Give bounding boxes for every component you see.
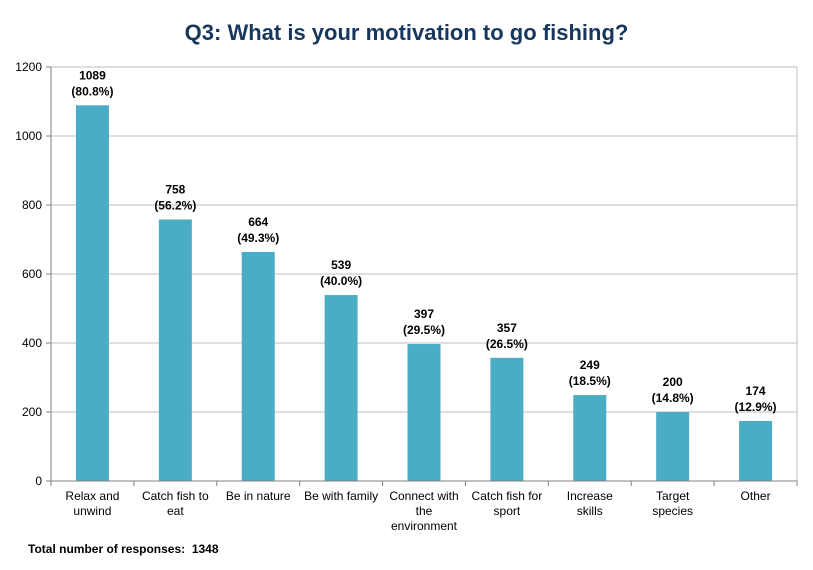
bar [573, 395, 607, 481]
x-category-label: Relax and [65, 489, 119, 503]
data-label-percent: (18.5%) [569, 374, 611, 388]
x-category-label: Target [656, 489, 690, 503]
y-tick-label: 400 [22, 336, 42, 350]
bar [158, 219, 192, 482]
bar [656, 412, 690, 481]
y-tick-label: 0 [35, 474, 42, 488]
data-labels: 1089 (80.8%) 758 (56.2%) 664 (49.3%) 539 (40.0%… [71, 68, 776, 414]
data-label-value: 539 [331, 258, 351, 272]
x-category-label: skills [577, 504, 603, 518]
data-label-percent: (49.3%) [237, 231, 279, 245]
data-label-percent: (40.0%) [320, 274, 362, 288]
x-category-label: unwind [73, 504, 111, 518]
x-category-label: Catch fish for [472, 489, 543, 503]
bar [739, 420, 773, 481]
x-category-label: Connect with [389, 489, 458, 503]
bar [75, 105, 109, 482]
data-label-percent: (80.8%) [71, 84, 113, 98]
data-label-value: 200 [663, 375, 683, 389]
total-responses-value: 1348 [191, 542, 219, 556]
x-category-label: Be with family [304, 489, 378, 503]
bars [75, 105, 773, 482]
x-category-label: species [652, 504, 693, 518]
data-label-value: 249 [580, 358, 600, 372]
x-category-label: sport [494, 504, 521, 518]
y-tick-label: 800 [22, 198, 42, 212]
data-label-value: 1089 [79, 68, 106, 82]
x-category-label: the [416, 504, 433, 518]
total-responses-note: Total number of responses: 1348 [28, 542, 219, 556]
y-tick-label: 200 [22, 405, 42, 419]
data-label-value: 758 [165, 182, 185, 196]
x-category-label: Other [741, 489, 771, 503]
y-tick-label: 1200 [15, 60, 42, 74]
data-label-percent: (14.8%) [652, 391, 694, 405]
bar [241, 251, 275, 481]
chart-title: Q3: What is your motivation to go fishin… [184, 20, 629, 45]
data-label-percent: (56.2%) [154, 198, 196, 212]
data-label-value: 664 [248, 215, 268, 229]
x-category-label: Increase [567, 489, 613, 503]
bar [324, 295, 358, 481]
data-label-percent: (12.9%) [735, 400, 777, 414]
data-label-percent: (29.5%) [403, 323, 445, 337]
x-category-label: environment [391, 519, 458, 533]
total-responses-label: Total number of responses: [28, 542, 186, 556]
y-tick-label: 600 [22, 267, 42, 281]
x-category-label: eat [167, 504, 184, 518]
x-category-label: Be in nature [226, 489, 291, 503]
y-tick-label: 1000 [15, 129, 42, 143]
data-label-value: 174 [746, 384, 766, 398]
x-category-label: Catch fish to [142, 489, 209, 503]
y-axis: 0 200 400 600 800 1000 1200 [15, 60, 52, 488]
data-label-value: 397 [414, 307, 434, 321]
bar [407, 344, 441, 481]
data-label-percent: (26.5%) [486, 337, 528, 351]
bar [490, 357, 524, 481]
data-label-value: 357 [497, 321, 517, 335]
